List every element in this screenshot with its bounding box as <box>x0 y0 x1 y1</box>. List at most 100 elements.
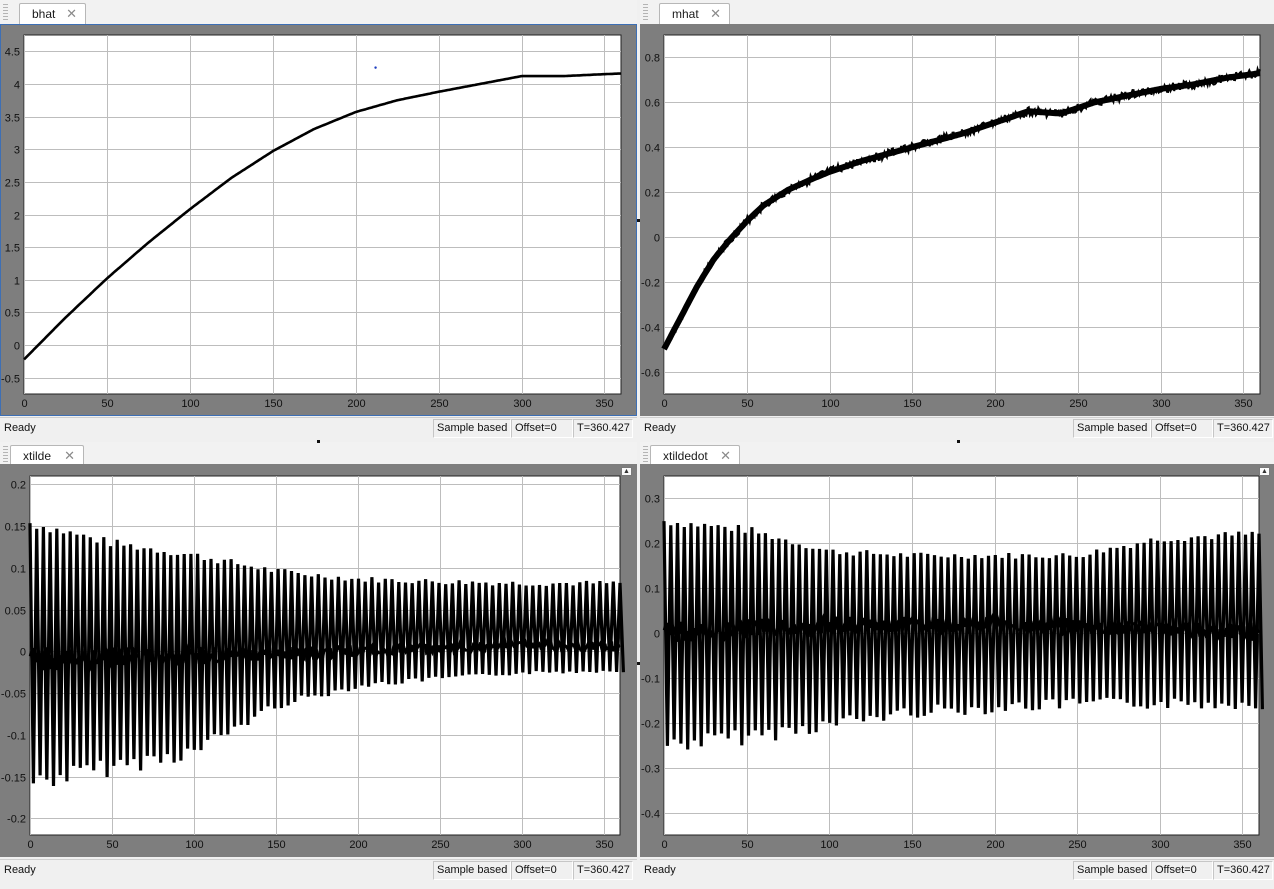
close-icon[interactable]: ✕ <box>64 448 75 463</box>
y-tick-label: -0.6 <box>641 368 660 380</box>
x-tick-label: 0 <box>27 839 33 851</box>
status-ready: Ready <box>4 422 36 434</box>
status-mode: Sample based <box>1073 861 1151 880</box>
status-time: T=360.427 <box>573 861 633 880</box>
x-tick-label: 250 <box>1068 839 1086 851</box>
tab-strip: bhat ✕ <box>0 0 637 24</box>
x-tick-label: 200 <box>986 398 1004 410</box>
x-tick-label: 250 <box>430 398 448 410</box>
maximize-icon[interactable]: ▲ <box>621 467 632 476</box>
y-tick-label: -0.5 <box>1 374 20 386</box>
tab-strip: xtildedot ✕ <box>640 442 1274 466</box>
tab-xtildedot[interactable]: xtildedot ✕ <box>650 445 740 466</box>
plot-background <box>663 34 1261 395</box>
y-tick-label: -0.4 <box>641 809 660 821</box>
splitter-handle[interactable] <box>637 662 640 665</box>
splitter-handle[interactable] <box>317 440 320 443</box>
x-tick-label: 350 <box>1233 839 1251 851</box>
y-tick-label: -0.2 <box>641 719 660 731</box>
y-tick-label: -0.3 <box>641 764 660 776</box>
status-bar: Ready Sample based Offset=0 T=360.427 <box>0 417 637 439</box>
status-mode: Sample based <box>433 861 511 880</box>
y-tick-label: 3.5 <box>5 113 20 125</box>
status-ready: Ready <box>4 864 36 876</box>
tab-mhat[interactable]: mhat ✕ <box>659 3 730 24</box>
close-icon[interactable]: ✕ <box>710 6 721 21</box>
status-bar: Ready Sample based Offset=0 T=360.427 <box>0 859 637 881</box>
status-offset: Offset=0 <box>511 861 573 880</box>
tab-xtilde[interactable]: xtilde ✕ <box>10 445 84 466</box>
tab-label: xtildedot <box>663 449 708 463</box>
y-tick-label: 3 <box>14 145 20 157</box>
y-tick-label: 0.2 <box>11 480 26 492</box>
x-tick-label: 200 <box>986 839 1004 851</box>
y-tick-label: -0.05 <box>1 689 26 701</box>
status-mode: Sample based <box>1073 419 1151 438</box>
y-tick-label: 0.15 <box>5 522 26 534</box>
drag-grip-icon[interactable] <box>643 446 648 464</box>
chart-xtilde: 0 50 100 150 200 250 300 350 -0.2 -0.15 -0.1 -0.05 0… <box>1 475 625 851</box>
close-icon[interactable]: ✕ <box>720 448 731 463</box>
y-tick-label: 0.1 <box>645 584 660 596</box>
close-icon[interactable]: ✕ <box>66 6 77 21</box>
splitter-handle[interactable] <box>957 440 960 443</box>
plot-area: 0 50 100 150 200 250 300 350 -0.6 -0.4 -0.2 0 0.2 0.4… <box>640 24 1274 416</box>
y-tick-label: 0 <box>20 647 26 659</box>
x-tick-label: 300 <box>513 839 531 851</box>
x-tick-label: 250 <box>431 839 449 851</box>
tab-label: bhat <box>32 7 56 21</box>
tab-label: xtilde <box>23 449 52 463</box>
drag-grip-icon[interactable] <box>643 4 648 22</box>
y-tick-label: -0.2 <box>641 278 660 290</box>
y-tick-label: 0.2 <box>645 539 660 551</box>
chart-bhat: 0 50 100 150 200 250 300 350-0.500.511.522.533.… <box>1 34 622 410</box>
y-tick-label: 4 <box>14 80 20 92</box>
x-tick-label: 200 <box>349 839 367 851</box>
tab-strip: xtilde ✕ <box>0 442 637 466</box>
maximize-icon[interactable]: ▲ <box>1259 467 1270 476</box>
x-tick-label: 350 <box>1234 398 1252 410</box>
y-tick-label: 0.2 <box>645 188 660 200</box>
status-time: T=360.427 <box>1213 419 1273 438</box>
x-tick-label: 50 <box>741 398 753 410</box>
x-tick-label: 50 <box>741 839 753 851</box>
chart-xtildedot: 0 50 100 150 200 250 300 350 -0.4 -0.3 -0.2 -0.1 0 0.… <box>641 475 1264 851</box>
x-tick-label: 100 <box>821 398 839 410</box>
status-time: T=360.427 <box>573 419 633 438</box>
plot-area: 0 50 100 150 200 250 300 350 -0.5 0 0.5 1 1.5 2 2.5 3 3.… <box>0 24 637 416</box>
status-offset: Offset=0 <box>1151 419 1213 438</box>
x-tick-label: 150 <box>267 839 285 851</box>
x-tick-label: 100 <box>820 839 838 851</box>
x-tick-label: 250 <box>1069 398 1087 410</box>
y-tick-label: 0.05 <box>5 606 26 618</box>
y-tick-label: 0.5 <box>5 308 20 320</box>
x-tick-label: 0 <box>21 398 27 410</box>
y-tick-label: 2.5 <box>5 178 20 190</box>
drag-grip-icon[interactable] <box>3 446 8 464</box>
scope-panel-bhat: bhat ✕ 0 50 100 150 200 250 300 350 -0.5 0 0.5 1 1.5… <box>0 0 637 440</box>
y-tick-label: 0.1 <box>11 564 26 576</box>
status-time: T=360.427 <box>1213 861 1273 880</box>
x-tick-label: 350 <box>595 839 613 851</box>
series-noise-band <box>663 65 1261 349</box>
y-tick-label: -0.1 <box>641 674 660 686</box>
y-tick-label: 0.6 <box>645 98 660 110</box>
x-tick-label: 50 <box>106 839 118 851</box>
y-tick-label: 0 <box>654 629 660 641</box>
y-tick-label: 0.8 <box>645 53 660 65</box>
y-tick-label: 4.5 <box>5 47 20 59</box>
scope-panel-xtilde: xtilde ✕ 0 50 100 150 200 250 300 350 -0.2 -0.15 -… <box>0 442 637 889</box>
drag-grip-icon[interactable] <box>3 4 8 22</box>
tab-strip: mhat ✕ <box>640 0 1274 24</box>
y-tick-label: -0.1 <box>7 731 26 743</box>
annotation-dot <box>374 66 377 69</box>
x-tick-label: 150 <box>264 398 282 410</box>
x-tick-label: 50 <box>101 398 113 410</box>
splitter-handle[interactable] <box>637 219 640 222</box>
y-tick-label: 0 <box>14 341 20 353</box>
status-ready: Ready <box>644 864 676 876</box>
tab-bhat[interactable]: bhat ✕ <box>19 3 86 24</box>
series-noise-band <box>28 637 621 674</box>
y-tick-label: 1.5 <box>5 243 20 255</box>
y-tick-label: 0.4 <box>645 143 660 155</box>
